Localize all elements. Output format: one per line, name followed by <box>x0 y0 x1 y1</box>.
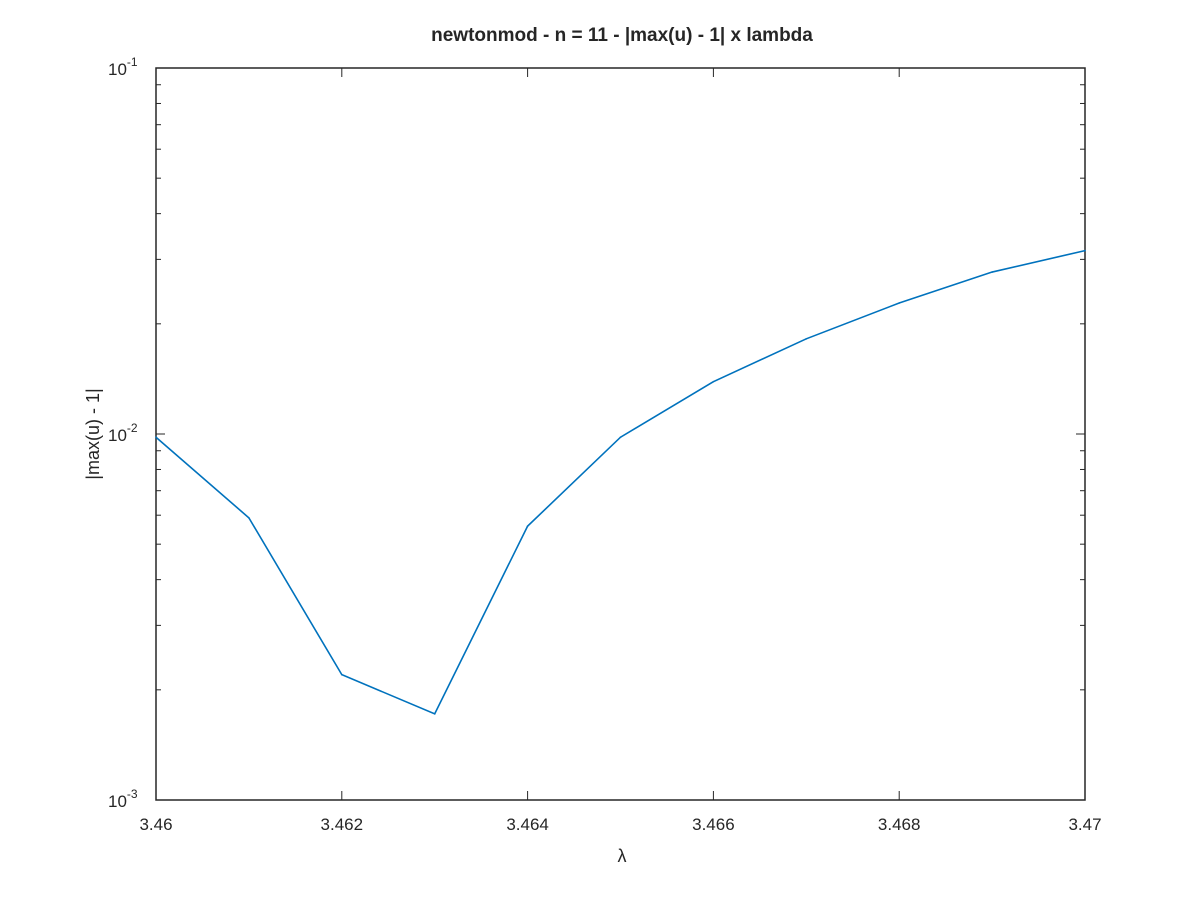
data-point <box>991 271 993 273</box>
data-point <box>1084 249 1086 252</box>
data-point <box>619 436 622 439</box>
data-point <box>341 673 343 676</box>
data-point <box>526 525 529 527</box>
data-point <box>712 380 715 383</box>
data-point <box>433 712 436 715</box>
y-tick-label: 10-1 <box>108 55 138 79</box>
x-tick-label: 3.464 <box>506 815 549 834</box>
plot-area: 3.46 3.462 3.464 3.466 3.468 3.47 10-3 10-2 10-1 <box>108 55 1102 834</box>
data-point <box>898 302 900 304</box>
y-tick-label: 10-2 <box>108 421 138 445</box>
y-axis-label: |max(u) - 1| <box>83 388 103 479</box>
y-tick-label: 10-3 <box>108 787 138 811</box>
x-tick-label: 3.47 <box>1068 815 1101 834</box>
data-point <box>155 436 157 439</box>
data-point <box>805 338 808 340</box>
axes-box <box>155 67 1086 801</box>
x-tick-label: 3.462 <box>321 815 364 834</box>
chart-title: newtonmod - n = 11 - |max(u) - 1| x lamb… <box>431 25 813 46</box>
x-tick-label: 3.46 <box>139 815 172 834</box>
x-axis-label: λ <box>618 846 627 866</box>
data-point <box>248 517 250 519</box>
series-line <box>155 249 1086 715</box>
x-tick-label: 3.466 <box>692 815 735 834</box>
x-tick-label: 3.468 <box>878 815 921 834</box>
